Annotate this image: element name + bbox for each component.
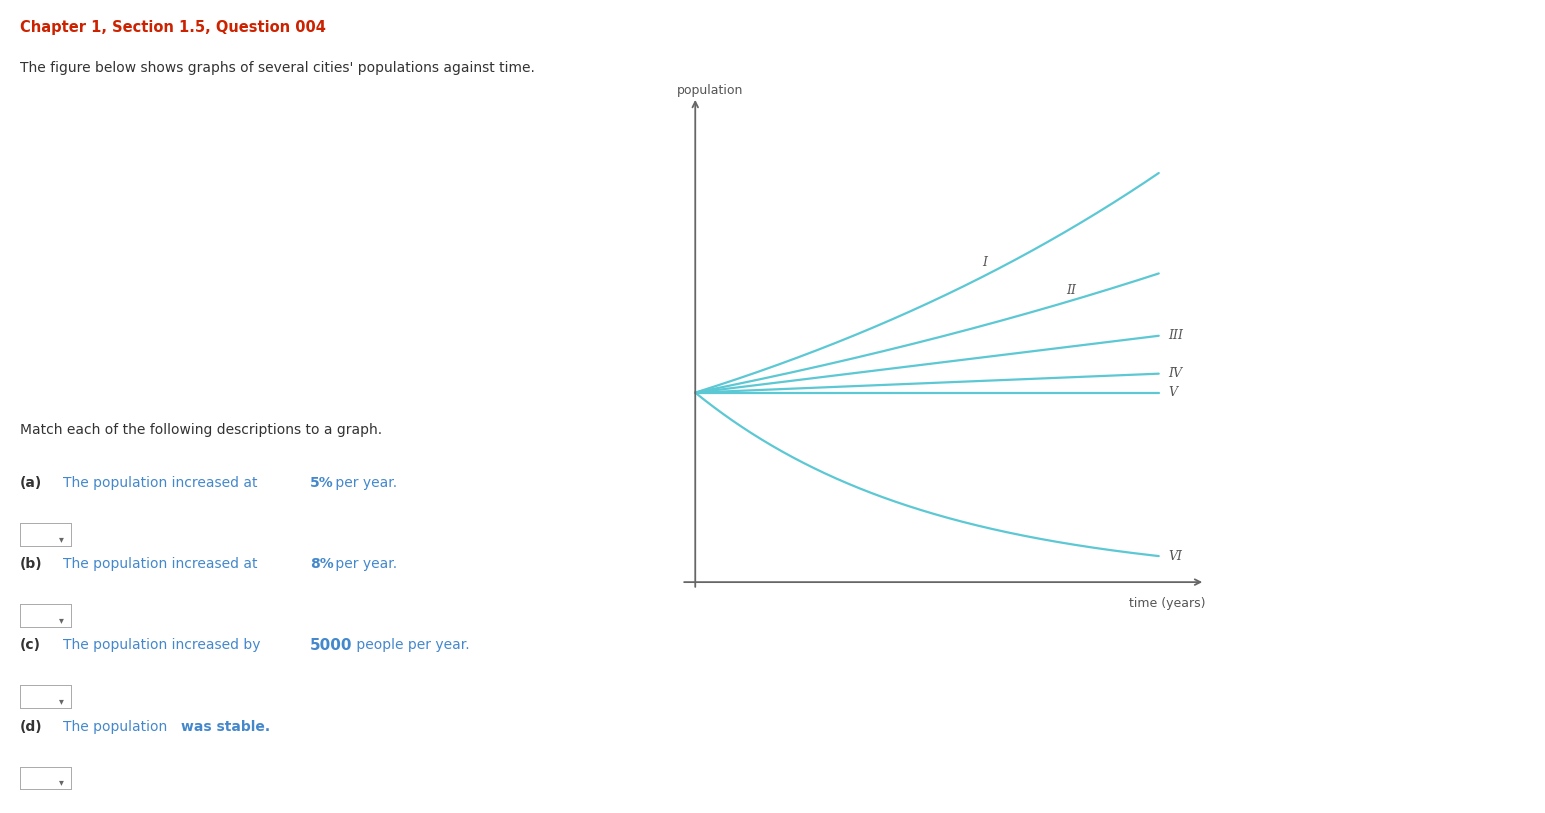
Text: ▾: ▾	[59, 615, 65, 625]
Text: 8%: 8%	[311, 557, 334, 571]
Text: V: V	[1168, 386, 1177, 399]
Text: (d): (d)	[20, 720, 43, 733]
Text: The figure below shows graphs of several cities' populations against time.: The figure below shows graphs of several…	[20, 61, 535, 75]
Text: VI: VI	[1168, 550, 1182, 563]
Text: IV: IV	[1168, 367, 1182, 380]
Text: time (years): time (years)	[1128, 598, 1205, 611]
Text: 5%: 5%	[311, 476, 334, 489]
Text: Match each of the following descriptions to a graph.: Match each of the following descriptions…	[20, 423, 382, 437]
Text: people per year.: people per year.	[352, 638, 470, 652]
Text: was stable.: was stable.	[181, 720, 270, 733]
Text: (a): (a)	[20, 476, 42, 489]
Text: II: II	[1066, 284, 1075, 297]
Text: III: III	[1168, 329, 1183, 342]
Text: per year.: per year.	[331, 476, 397, 489]
Text: The population increased at: The population increased at	[63, 557, 263, 571]
Text: population: population	[677, 84, 743, 97]
Text: The population: The population	[63, 720, 171, 733]
Text: 5000: 5000	[311, 638, 352, 653]
Text: (b): (b)	[20, 557, 43, 571]
Text: ▾: ▾	[59, 533, 65, 544]
Text: Chapter 1, Section 1.5, Question 004: Chapter 1, Section 1.5, Question 004	[20, 20, 326, 35]
Text: ▾: ▾	[59, 696, 65, 706]
Text: The population increased at: The population increased at	[63, 476, 263, 489]
Text: I: I	[983, 256, 987, 269]
Text: per year.: per year.	[331, 557, 397, 571]
Text: ▾: ▾	[59, 777, 65, 788]
Text: The population increased by: The population increased by	[63, 638, 266, 652]
Text: (c): (c)	[20, 638, 42, 652]
